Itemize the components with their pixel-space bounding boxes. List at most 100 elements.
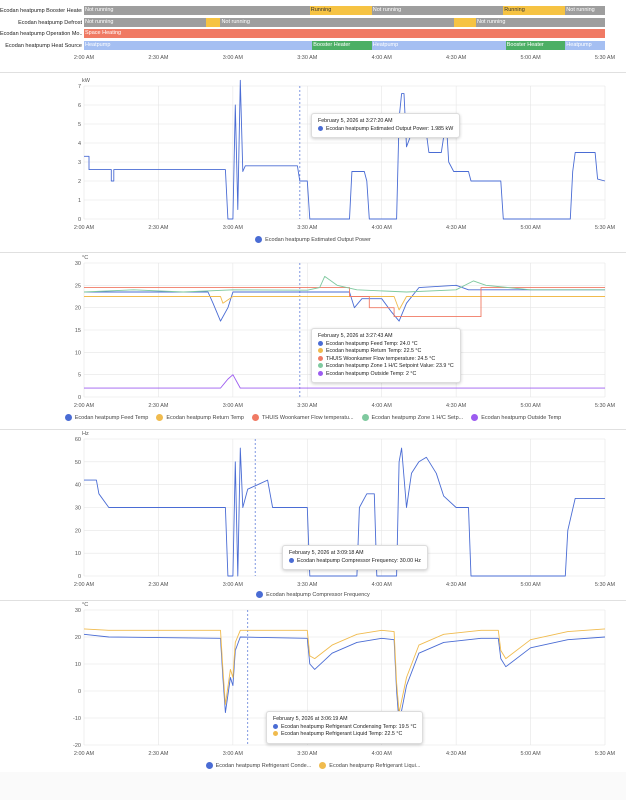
chart-divider <box>0 72 626 73</box>
timeline-segment[interactable]: Heatpump <box>84 41 313 51</box>
line-chart[interactable]: °C -20 -10 0 10 20 30 <box>0 600 626 751</box>
legend-color-dot <box>319 762 327 770</box>
timeline-segment[interactable]: Heatpump <box>371 41 506 51</box>
legend-item[interactable]: Ecodan heatpump Compressor Frequency <box>256 591 370 599</box>
timeline-segment[interactable]: Not running <box>220 17 454 27</box>
timeline-segment[interactable]: Running <box>309 6 372 15</box>
time-tick-label: 2:30 AM <box>148 55 169 61</box>
y-tick-label: 50 <box>75 460 81 466</box>
tooltip-color-dot <box>318 363 323 369</box>
series-line[interactable] <box>83 628 606 714</box>
time-tick-label: 2:00 AM <box>73 225 95 231</box>
series-line[interactable] <box>84 287 605 318</box>
timeline-segment[interactable]: Not running <box>565 6 605 15</box>
timeline-segment[interactable] <box>205 17 221 27</box>
line-chart[interactable]: Hz 0 10 20 30 40 50 60 <box>0 429 626 582</box>
tooltip-color-dot <box>318 355 323 361</box>
timeline-row-label: Ecodan heatpump Operation Mo... <box>0 31 82 38</box>
timeline-row-label: Ecodan heatpump Defrost <box>18 19 82 26</box>
timeline-row: Ecodan heatpump Defrost Not running Not ru… <box>0 17 626 28</box>
series-line[interactable] <box>84 296 605 311</box>
legend-label: Ecodan heatpump Zone 1 H/C Setp... <box>371 415 464 421</box>
y-tick-label: 3 <box>78 160 81 166</box>
series-line[interactable] <box>84 79 606 220</box>
series-line[interactable] <box>84 374 605 389</box>
timeline-row: Ecodan heatpump Operation Mo... Space Hea… <box>0 29 626 39</box>
y-tick-label: 20 <box>75 635 81 641</box>
chart-divider <box>0 600 626 601</box>
time-tick-label: 3:30 AM <box>297 582 318 588</box>
time-tick-label: 3:30 AM <box>297 55 318 61</box>
legend-item[interactable]: Ecodan heatpump Zone 1 H/C Setp... <box>361 414 464 422</box>
time-tick-label: 5:00 AM <box>520 582 541 588</box>
time-tick-label: 5:30 AM <box>594 55 616 61</box>
y-tick-label: 5 <box>78 373 81 379</box>
time-tick-label: 4:00 AM <box>371 225 392 231</box>
tooltip-title: February 5, 2026 at 3:06:19 AM <box>273 716 348 722</box>
legend-item[interactable]: Ecodan heatpump Estimated Output Power <box>255 236 371 244</box>
time-tick-label: 2:00 AM <box>73 403 95 409</box>
series-line[interactable] <box>83 275 605 293</box>
tooltip-color-dot <box>289 557 294 563</box>
legend-color-dot <box>156 414 164 422</box>
tooltip-color-dot <box>318 125 323 131</box>
legend-item[interactable]: THUIS Woonkamer Flow temperatu... <box>251 414 354 422</box>
timeline-segment[interactable]: Not running <box>84 6 310 15</box>
tooltip-text: Ecodan heatpump Refrigerant Condensing T… <box>281 723 417 730</box>
timeline-segment[interactable] <box>453 17 476 27</box>
tooltip-line: THUIS Woonkamer Flow temperature: 24.5 °… <box>318 356 454 364</box>
timeline-segment[interactable]: Heatpump <box>565 41 605 51</box>
legend-item[interactable]: Ecodan heatpump Return Temp <box>156 414 244 422</box>
series-line[interactable] <box>84 447 605 577</box>
time-tick-label: 3:00 AM <box>222 55 243 61</box>
timeline-segment[interactable]: Not running <box>475 17 605 27</box>
timeline-segment[interactable]: Running <box>503 6 566 15</box>
time-tick-label: 2:30 AM <box>148 225 169 231</box>
chart-legend: Ecodan heatpump Refrigerant Conde... Ecod… <box>0 762 626 770</box>
history-dashboard: Ecodan heatpump Booster Heater Not runnin… <box>0 6 626 770</box>
timeline-segment[interactable]: Booster Heater <box>505 41 566 51</box>
time-tick-label: 2:00 AM <box>73 55 95 61</box>
y-tick-label: 25 <box>75 283 81 289</box>
tooltip-line: Ecodan heatpump Feed Temp: 24.0 °C <box>318 341 454 349</box>
legend-color-dot <box>205 762 213 770</box>
y-tick-label: 6 <box>78 103 81 109</box>
legend-color-dot <box>361 414 369 422</box>
series-line[interactable] <box>84 284 605 322</box>
timeline-segment[interactable]: Not running <box>84 17 206 27</box>
tooltip-text: Ecodan heatpump Estimated Output Power: … <box>326 125 454 132</box>
time-tick-label: 5:30 AM <box>594 751 616 757</box>
y-tick-label: 30 <box>75 261 81 267</box>
time-tick-label: 5:00 AM <box>520 403 541 409</box>
chart-tooltip: February 5, 2026 at 3:27:20 AM Ecodan hea… <box>311 113 461 138</box>
line-chart[interactable]: kW 0 1 2 3 4 5 6 7 <box>0 76 626 225</box>
tooltip-text: Ecodan heatpump Outside Temp: 2 °C <box>326 370 417 377</box>
tooltip-line: Ecodan heatpump Return Temp: 22.5 °C <box>318 348 454 356</box>
y-tick-label: 15 <box>75 328 81 334</box>
series-line[interactable] <box>83 633 606 724</box>
chart-tooltip: February 5, 2026 at 3:06:19 AM Ecodan hea… <box>266 711 424 744</box>
timeline-segment[interactable]: Booster Heater <box>312 41 372 51</box>
chart-legend: Ecodan heatpump Estimated Output Power <box>0 236 626 244</box>
legend-label: Ecodan heatpump Outside Temp <box>481 415 562 421</box>
legend-item[interactable]: Ecodan heatpump Feed Temp <box>64 414 148 422</box>
legend-item[interactable]: Ecodan heatpump Outside Temp <box>471 414 561 422</box>
time-tick-label: 3:00 AM <box>222 403 243 409</box>
time-tick-label: 3:30 AM <box>297 403 318 409</box>
timeline-segment[interactable]: Not running <box>371 6 504 15</box>
time-tick-label: 5:30 AM <box>594 582 616 588</box>
legend-color-dot <box>471 414 479 422</box>
legend-item[interactable]: Ecodan heatpump Refrigerant Liqui... <box>319 762 420 770</box>
tooltip-line: Ecodan heatpump Outside Temp: 2 °C <box>318 371 454 379</box>
y-tick-label: -20 <box>73 743 81 749</box>
time-tick-label: 5:00 AM <box>520 55 541 61</box>
y-tick-label: 7 <box>78 84 81 90</box>
tooltip-line: Ecodan heatpump Refrigerant Liquid Temp:… <box>273 731 416 739</box>
legend-item[interactable]: Ecodan heatpump Refrigerant Conde... <box>205 762 311 770</box>
tooltip-text: Ecodan heatpump Zone 1 H/C Setpoint Valu… <box>326 363 454 369</box>
line-chart[interactable]: °C 0 5 10 15 20 25 30 <box>0 253 626 403</box>
time-tick-label: 4:30 AM <box>446 751 467 757</box>
timeline-segment[interactable]: Space Heating <box>84 29 605 39</box>
tooltip-text: THUIS Woonkamer Flow temperature: 24.5 °… <box>326 355 436 362</box>
timeline-row: Ecodan heatpump Booster Heater Not runnin… <box>0 6 626 16</box>
